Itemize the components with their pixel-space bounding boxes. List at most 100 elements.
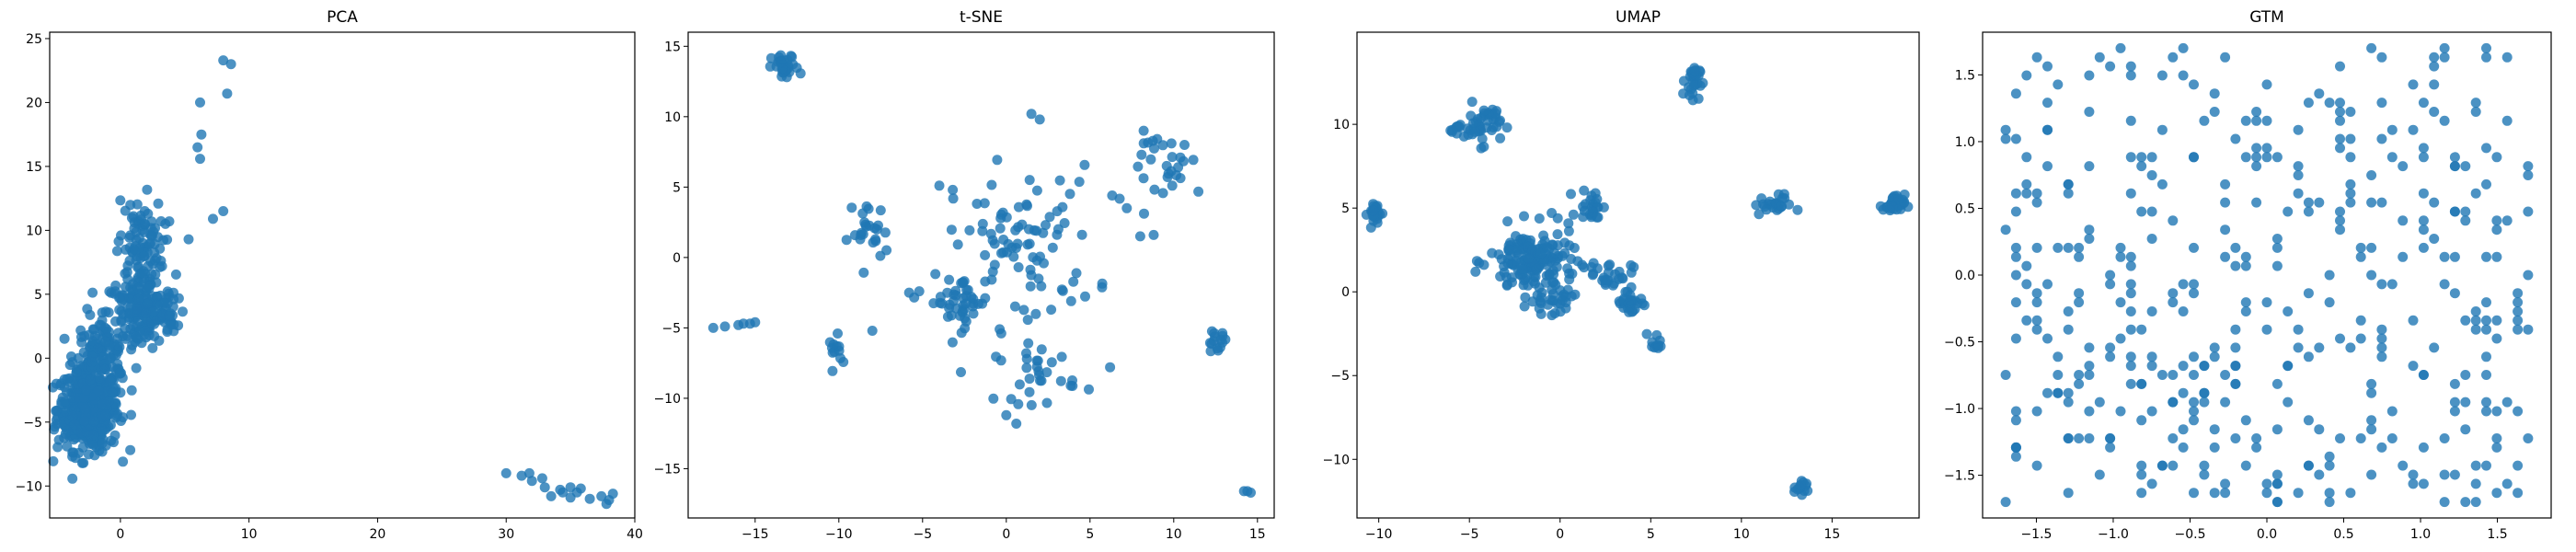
axes-frame xyxy=(49,31,636,519)
y-tick-label: −10 xyxy=(653,392,681,407)
data-point xyxy=(93,385,104,397)
data-point xyxy=(2063,306,2074,316)
data-point xyxy=(1033,366,1044,376)
data-point xyxy=(2418,143,2429,154)
y-tick-label: 15 xyxy=(664,40,681,54)
data-point xyxy=(948,184,959,195)
data-point xyxy=(2042,61,2053,72)
data-point xyxy=(2261,143,2272,154)
data-point xyxy=(1466,97,1478,108)
x-tick-label: −10 xyxy=(1365,527,1393,542)
data-point xyxy=(1367,205,1378,216)
data-point xyxy=(2042,124,2053,135)
data-point xyxy=(1519,301,1530,312)
data-point xyxy=(89,330,100,341)
data-point xyxy=(1175,173,1186,184)
data-point xyxy=(2125,288,2136,299)
data-point xyxy=(2053,351,2064,362)
data-point xyxy=(1018,305,1029,316)
data-point xyxy=(989,259,1000,270)
data-point xyxy=(1529,278,1540,289)
data-point xyxy=(141,307,151,318)
data-point xyxy=(2074,288,2085,299)
data-point xyxy=(2408,79,2419,90)
data-point xyxy=(126,409,136,420)
data-point xyxy=(2449,406,2460,417)
data-point xyxy=(2470,497,2481,508)
data-point xyxy=(1689,66,1700,77)
data-point xyxy=(2010,242,2021,253)
data-point xyxy=(986,274,997,285)
data-point xyxy=(195,154,205,165)
data-point xyxy=(2293,342,2304,353)
data-point xyxy=(2513,315,2524,326)
scatter-points xyxy=(1361,63,1914,500)
data-point xyxy=(1031,225,1042,236)
data-point xyxy=(79,416,90,427)
data-point xyxy=(2125,324,2136,335)
y-tick-label: −1.0 xyxy=(1944,402,1975,417)
data-point xyxy=(2293,188,2304,199)
data-point xyxy=(2220,397,2231,408)
data-point xyxy=(2271,497,2283,508)
data-point xyxy=(2293,170,2304,180)
data-point xyxy=(1022,315,1033,326)
data-point xyxy=(1074,177,1085,188)
pca-title: PCA xyxy=(327,8,358,27)
data-point xyxy=(2031,188,2042,199)
data-point xyxy=(1138,125,1149,136)
data-point xyxy=(1044,212,1055,223)
data-point xyxy=(1025,281,1036,292)
data-point xyxy=(2439,52,2450,63)
data-point xyxy=(1056,284,1067,295)
data-point xyxy=(2335,61,2345,72)
data-point xyxy=(2063,242,2074,253)
data-point xyxy=(2366,378,2377,389)
data-point xyxy=(68,434,79,445)
data-point xyxy=(979,198,990,209)
data-point xyxy=(2220,197,2231,208)
data-point xyxy=(2053,370,2064,380)
data-point xyxy=(2010,206,2021,217)
data-point xyxy=(2355,242,2366,253)
data-point xyxy=(2125,378,2136,389)
data-point xyxy=(144,238,155,249)
x-tick-label: −15 xyxy=(742,527,769,542)
data-point xyxy=(738,318,749,329)
data-point xyxy=(2115,297,2126,308)
data-point xyxy=(2460,161,2471,172)
data-point xyxy=(1579,185,1590,196)
data-point xyxy=(2125,152,2136,163)
data-point xyxy=(1034,114,1045,125)
x-tick-label: 5 xyxy=(1086,527,1094,542)
data-point xyxy=(2010,297,2021,308)
data-point xyxy=(2168,52,2179,63)
data-point xyxy=(153,198,164,209)
data-point xyxy=(2220,251,2231,262)
data-point xyxy=(2376,98,2387,109)
data-point xyxy=(2366,424,2377,435)
data-point xyxy=(1543,299,1554,310)
data-point xyxy=(2251,161,2262,172)
data-point xyxy=(846,202,857,213)
data-point xyxy=(86,438,98,449)
scatter-points xyxy=(2000,42,2534,508)
data-point xyxy=(546,490,557,501)
data-point xyxy=(1031,185,1042,196)
data-point xyxy=(1055,375,1066,386)
data-point xyxy=(2429,52,2440,63)
data-point xyxy=(2063,433,2074,443)
data-point xyxy=(2386,152,2398,163)
x-tick-label: −1.0 xyxy=(2098,527,2129,542)
data-point xyxy=(2042,98,2053,109)
data-point xyxy=(1149,143,1159,154)
data-point xyxy=(162,235,173,245)
data-point xyxy=(1616,272,1627,283)
data-point xyxy=(2303,206,2314,217)
data-point xyxy=(2513,488,2524,499)
data-point xyxy=(2199,397,2210,408)
data-point xyxy=(2303,351,2314,362)
data-point xyxy=(88,416,99,427)
data-point xyxy=(2386,124,2398,135)
data-point xyxy=(1107,190,1118,201)
